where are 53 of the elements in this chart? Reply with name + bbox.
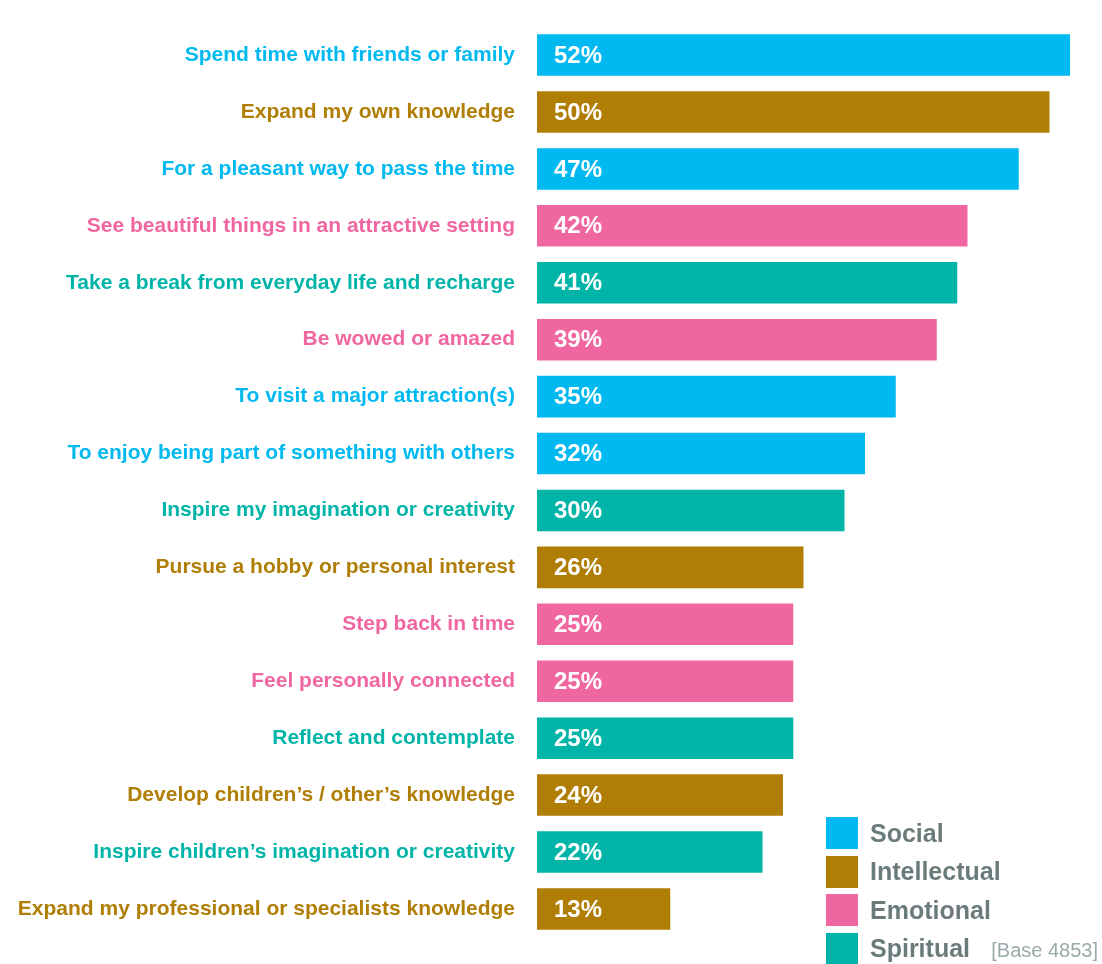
data-label: 47% [554, 154, 603, 182]
bar [537, 375, 896, 418]
y-tick-label: Spend time with friends or family [184, 41, 516, 65]
y-tick-label: Expand my own knowledge [240, 98, 515, 122]
bar [537, 831, 763, 873]
y-tick-label: Reflect and contemplate [272, 724, 515, 748]
bar [537, 34, 1070, 76]
legend-label: Spiritual [870, 934, 971, 964]
bar [537, 489, 845, 532]
y-tick-label: For a pleasant way to pass the time [161, 155, 515, 179]
legend-label: Emotional [870, 895, 991, 925]
y-tick-label: Inspire my imagination or creativity [161, 497, 516, 521]
y-tick-label: Develop children’s / other’s knowledge [127, 781, 515, 805]
data-label: 25% [554, 609, 603, 637]
bar [537, 432, 865, 475]
y-tick-label: Expand my professional or specialists knowledge [17, 895, 515, 919]
bar [537, 148, 1019, 190]
bar [537, 717, 794, 759]
bar [537, 546, 804, 589]
bar [537, 91, 1050, 133]
data-label: 22% [554, 837, 603, 865]
data-label: 50% [554, 97, 603, 125]
data-label: 32% [554, 439, 603, 467]
y-tick-label: To visit a major attraction(s) [235, 383, 515, 407]
data-label: 25% [554, 723, 603, 751]
data-label: 24% [554, 780, 603, 808]
data-label: 41% [554, 268, 603, 296]
bar [537, 205, 968, 247]
data-label: 26% [554, 553, 603, 581]
y-tick-label: Feel personally connected [251, 668, 515, 692]
y-tick-label: Take a break from everyday life and recharge [66, 269, 515, 293]
bar [537, 660, 794, 703]
y-tick-label: Be wowed or amazed [302, 326, 515, 350]
bar [537, 774, 783, 816]
bar [537, 318, 937, 361]
y-tick-label: Inspire children’s imagination or creativity [93, 838, 516, 862]
data-label: 35% [554, 382, 603, 410]
data-label: 25% [554, 666, 603, 694]
bar [537, 603, 794, 646]
data-label: 13% [554, 894, 603, 922]
data-label: 39% [554, 325, 603, 353]
bar [537, 261, 958, 304]
data-label: 42% [554, 211, 603, 239]
y-tick-label: See beautiful things in an attractive setting [86, 212, 515, 236]
y-tick-label: Step back in time [342, 611, 515, 635]
y-tick-label: To enjoy being part of something with others [67, 440, 515, 464]
text: [Base 4853] [991, 939, 1098, 962]
bar [537, 888, 671, 930]
y-tick-label: Pursue a hobby or personal interest [155, 554, 515, 578]
data-label: 30% [554, 496, 603, 524]
legend-label: Social [870, 818, 944, 848]
legend-label: Intellectual [870, 857, 1001, 887]
data-label: 52% [554, 40, 603, 68]
